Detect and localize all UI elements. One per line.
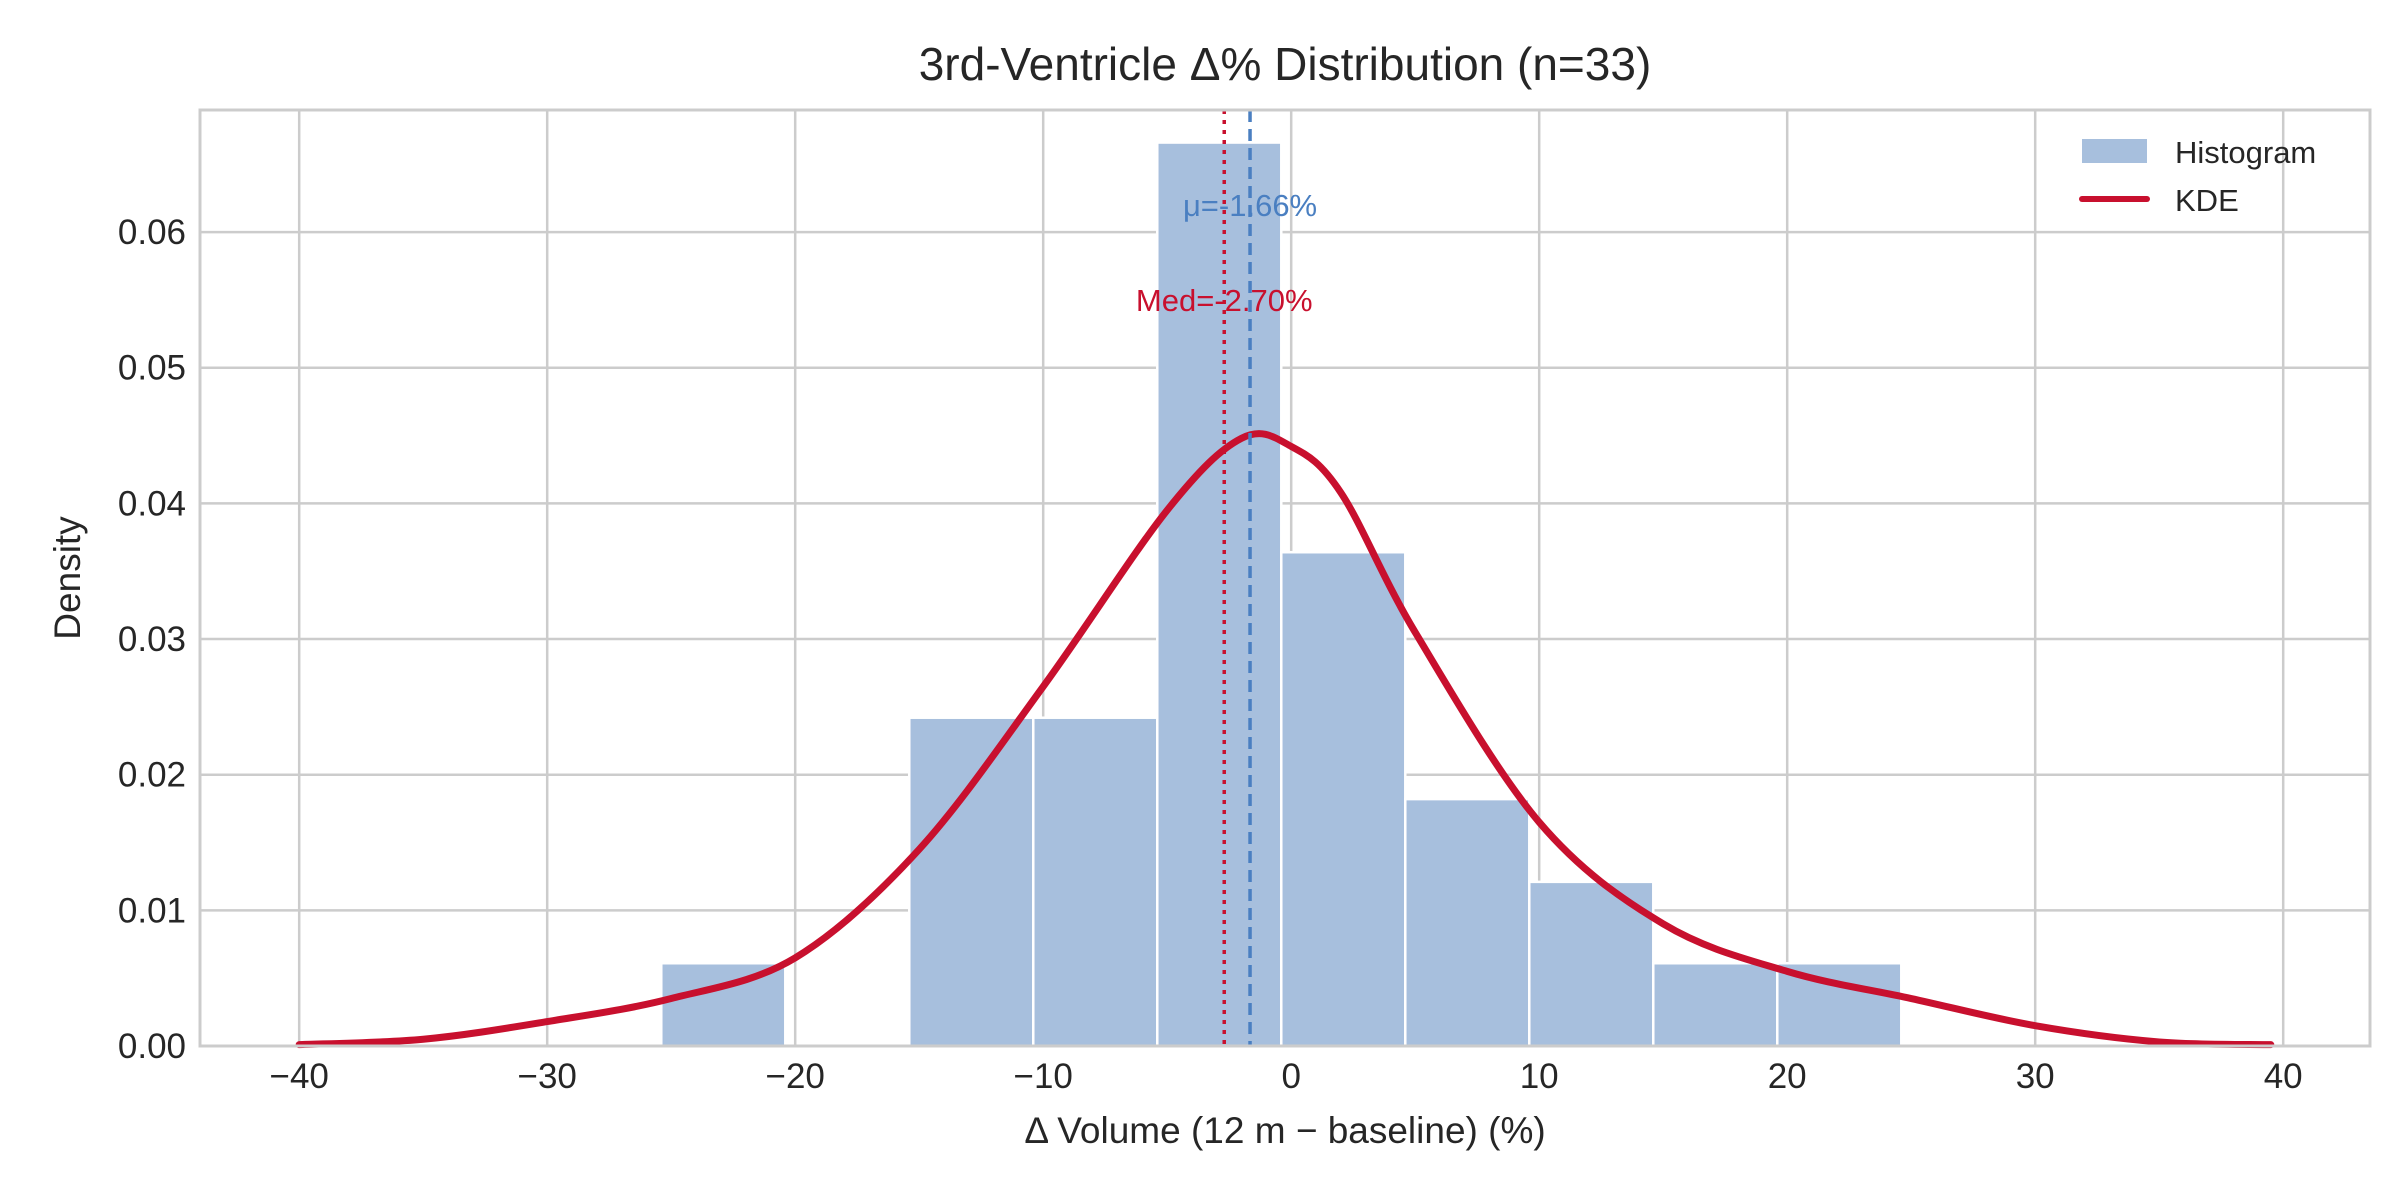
x-tick-label: −30 <box>518 1057 577 1096</box>
x-tick-label: −40 <box>270 1057 329 1096</box>
histogram-bar <box>1652 962 1779 1048</box>
legend-histogram-label: Histogram <box>2175 135 2316 170</box>
histogram-bar <box>1404 797 1531 1048</box>
mean-annotation: μ=-1.66% <box>1183 188 1317 223</box>
histogram-bar <box>908 716 1035 1048</box>
x-axis-label: Δ Volume (12 m − baseline) (%) <box>1024 1110 1545 1151</box>
y-tick-label: 0.02 <box>118 756 186 795</box>
reference-lines <box>1222 110 1252 1046</box>
chart-title: 3rd-Ventricle Δ% Distribution (n=33) <box>919 38 1652 90</box>
x-tick-label: 20 <box>1768 1057 1807 1096</box>
y-tick-label: 0.04 <box>118 484 186 523</box>
y-axis-ticks: 0.00 0.01 0.02 0.03 0.04 0.05 0.06 <box>118 213 186 1066</box>
y-tick-label: 0.01 <box>118 891 186 930</box>
y-tick-label: 0.05 <box>118 349 186 388</box>
y-tick-label: 0.03 <box>118 620 186 659</box>
legend-kde-label: KDE <box>2175 183 2239 218</box>
legend: Histogram KDE <box>2079 135 2316 218</box>
median-annotation: Med=-2.70% <box>1136 283 1313 318</box>
x-tick-label: 40 <box>2264 1057 2303 1096</box>
x-axis-ticks: −40 −30 −20 −10 0 10 20 30 40 <box>270 1057 2303 1096</box>
histogram-bar <box>1032 716 1159 1048</box>
plot-frame <box>198 108 2372 1048</box>
histogram-bar <box>1280 550 1407 1048</box>
x-tick-label: 10 <box>1520 1057 1559 1096</box>
kde-curve <box>295 430 2275 1049</box>
y-tick-label: 0.00 <box>118 1027 186 1066</box>
histogram-bar <box>1528 880 1655 1048</box>
x-tick-label: −10 <box>1014 1057 1073 1096</box>
histogram-bars <box>660 141 1903 1048</box>
histogram-bar <box>1156 141 1283 1048</box>
kde-layer <box>295 430 2275 1049</box>
x-tick-label: 30 <box>2016 1057 2055 1096</box>
y-tick-label: 0.06 <box>118 213 186 252</box>
legend-histogram-swatch <box>2082 139 2147 163</box>
x-tick-label: 0 <box>1281 1057 1300 1096</box>
x-tick-label: −20 <box>766 1057 825 1096</box>
y-axis-label: Density <box>47 516 88 640</box>
